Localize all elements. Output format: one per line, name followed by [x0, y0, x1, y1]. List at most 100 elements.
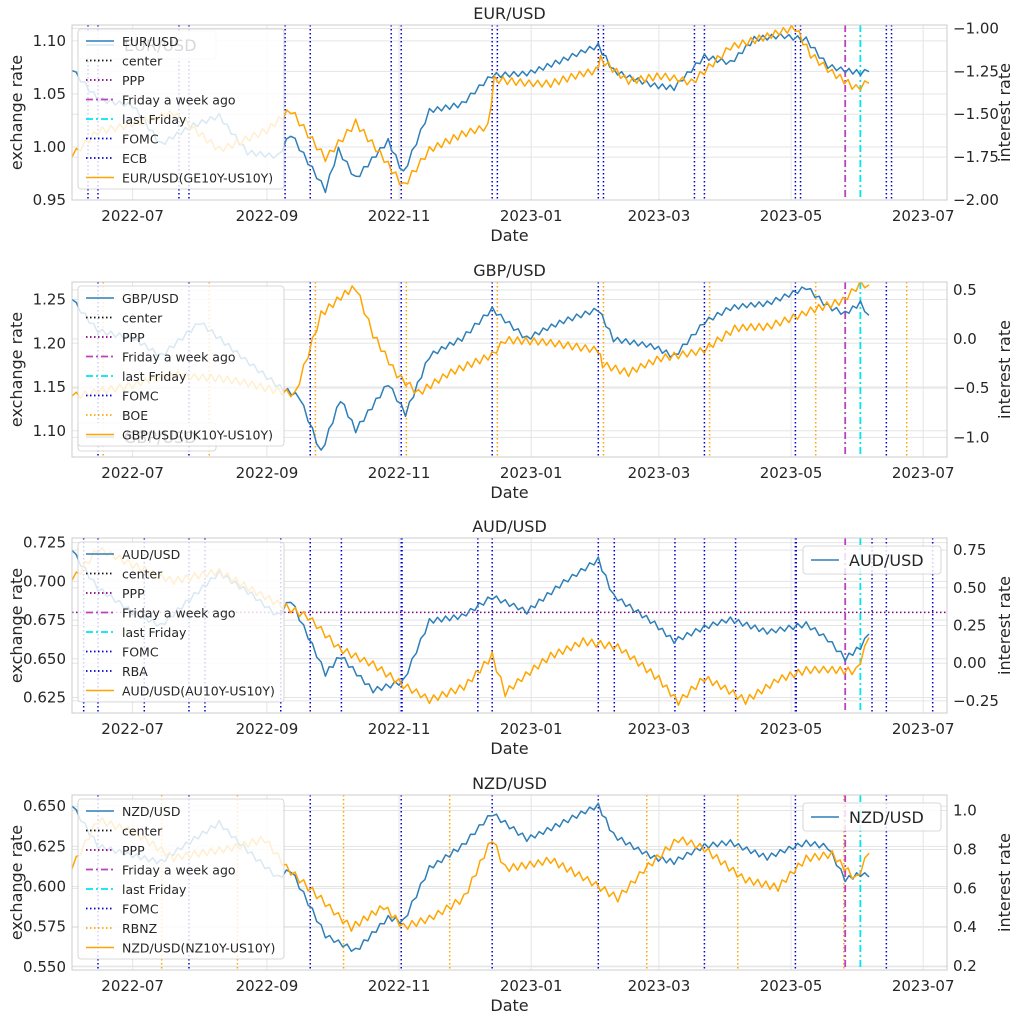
x-tick-label: 2023-01: [500, 464, 563, 482]
y-axis-label: exchange rate: [7, 55, 26, 170]
main-legend: NZD/USD center PPP Friday a week ago last Fr…: [77, 798, 285, 960]
y2-tick-label: 0.25: [953, 617, 986, 635]
legend-label: Friday a week ago: [122, 93, 236, 108]
legend-label: GBP/USD(UK10Y-US10Y): [122, 428, 273, 443]
y2-tick-label: 0.4: [953, 918, 977, 936]
chart-title: AUD/USD: [472, 517, 547, 536]
x-tick-label: 2022-09: [236, 977, 299, 995]
y-tick-label: 0.95: [33, 191, 66, 209]
secondary-legend: AUD/USD: [802, 545, 942, 575]
x-tick-label: 2023-03: [628, 464, 691, 482]
legend-label: NZD/USD(NZ10Y-US10Y): [122, 941, 275, 956]
x-tick-label: 2023-07: [892, 207, 955, 225]
main-legend: GBP/USD center PPP Friday a week ago last Fr…: [77, 285, 285, 447]
plot-frame: [71, 794, 948, 971]
legend-label: PPP: [122, 586, 145, 601]
x-tick-label: 2022-11: [368, 464, 431, 482]
legend-label: RBNZ: [122, 921, 157, 936]
x-tick-label: 2022-11: [368, 207, 431, 225]
y-tick-label: 1.15: [33, 378, 66, 396]
plot-frame: [71, 281, 948, 458]
legend-label: PPP: [122, 330, 145, 345]
y-tick-label: 0.575: [23, 918, 66, 936]
x-tick-label: 2023-05: [760, 464, 823, 482]
legend-label: center: [122, 54, 163, 69]
legend-label: AUD/USD: [122, 547, 180, 562]
y2-axis-label: interest rate: [995, 833, 1014, 932]
chart-title: NZD/USD: [472, 774, 547, 793]
y2-tick-label: 0.5: [953, 281, 977, 299]
legend-label: center: [122, 824, 163, 839]
legend-label: AUD/USD(AU10Y-US10Y): [122, 684, 275, 699]
chart-title: EUR/USD: [473, 4, 546, 23]
y-tick-label: 1.25: [33, 291, 66, 309]
y2-tick-label: −0.5: [953, 379, 989, 397]
y-axis-label: exchange rate: [7, 568, 26, 683]
y2-tick-label: 0.2: [953, 957, 977, 975]
x-tick-label: 2023-03: [628, 977, 691, 995]
x-tick-label: 2022-07: [101, 720, 164, 738]
y-axis-label: exchange rate: [7, 825, 26, 940]
x-tick-label: 2022-07: [101, 977, 164, 995]
x-tick-label: 2022-07: [101, 464, 164, 482]
x-tick-label: 2023-07: [892, 720, 955, 738]
y-tick-label: 1.05: [33, 85, 66, 103]
y-tick-label: 0.650: [23, 797, 66, 815]
legend-label: RBA: [122, 664, 148, 679]
main-legend: EUR/USD center PPP Friday a week ago last Fr…: [77, 28, 285, 190]
legend-label: FOMC: [122, 645, 159, 660]
y-tick-label: 1.10: [33, 32, 66, 50]
y-tick-label: 1.00: [33, 138, 66, 156]
x-tick-label: 2022-07: [101, 207, 164, 225]
x-axis-label: Date: [490, 483, 528, 502]
y2-axis-label: interest rate: [995, 576, 1014, 675]
legend-box: [77, 541, 285, 703]
x-axis-label: Date: [490, 739, 528, 758]
y2-tick-label: −1.00: [953, 19, 999, 37]
y2-tick-label: −0.25: [953, 692, 999, 710]
legend-label: FOMC: [122, 389, 159, 404]
y2-tick-label: 0.6: [953, 879, 977, 897]
x-tick-label: 2022-09: [236, 207, 299, 225]
legend-label: last Friday: [122, 625, 187, 640]
legend-box: [802, 545, 942, 575]
plot-frame: [71, 24, 948, 201]
main-legend: AUD/USD center PPP Friday a week ago last Fr…: [77, 541, 285, 703]
legend-label: Friday a week ago: [122, 863, 236, 878]
legend-label: ECB: [122, 151, 147, 166]
y2-tick-label: 0.00: [953, 654, 986, 672]
legend-label: EUR/USD: [122, 34, 179, 49]
y-tick-label: 0.725: [23, 534, 66, 552]
y2-tick-label: 0.0: [953, 330, 977, 348]
y2-axis-label: interest rate: [995, 63, 1014, 162]
x-tick-label: 2022-11: [368, 977, 431, 995]
plot-frame: [71, 537, 948, 714]
legend-box: [802, 802, 942, 832]
y2-tick-label: −1.75: [953, 148, 999, 166]
chart-panel-3: 0.550 0.575 0.600 0.625 0.650 0.2 0.4 0.6 0.8 1.0…: [7, 774, 1014, 1015]
legend-box: [77, 285, 285, 447]
y2-tick-label: −1.0: [953, 428, 989, 446]
y2-tick-label: 0.50: [953, 579, 986, 597]
x-tick-label: 2022-09: [236, 464, 299, 482]
legend-label: NZD/USD: [849, 808, 924, 827]
legend-label: FOMC: [122, 902, 159, 917]
x-tick-label: 2022-09: [236, 720, 299, 738]
chart-panel-2: 0.625 0.650 0.675 0.700 0.725 −0.25 0.00 0.25 0.…: [7, 517, 1014, 758]
x-axis-label: Date: [490, 996, 528, 1015]
secondary-legend: NZD/USD: [802, 802, 942, 832]
chart-panel-1: 1.10 1.15 1.20 1.25 −1.0 −0.5 0.0 0.5 2022-07 202…: [7, 261, 1014, 502]
y2-tick-label: −2.00: [953, 191, 999, 209]
legend-label: GBP/USD: [122, 291, 179, 306]
legend-label: BOE: [122, 408, 148, 423]
chart-title: GBP/USD: [473, 261, 546, 280]
legend-label: last Friday: [122, 112, 187, 127]
y-tick-label: 0.625: [23, 837, 66, 855]
legend-label: FOMC: [122, 132, 159, 147]
y-tick-label: 1.10: [33, 422, 66, 440]
x-tick-label: 2023-01: [500, 977, 563, 995]
y-tick-label: 0.625: [23, 689, 66, 707]
legend-label: NZD/USD: [122, 804, 180, 819]
y2-tick-label: 1.0: [953, 802, 977, 820]
chart-panel-0: 0.95 1.00 1.05 1.10 −2.00 −1.75 −1.50 −1.25 −1.0…: [7, 4, 1014, 245]
